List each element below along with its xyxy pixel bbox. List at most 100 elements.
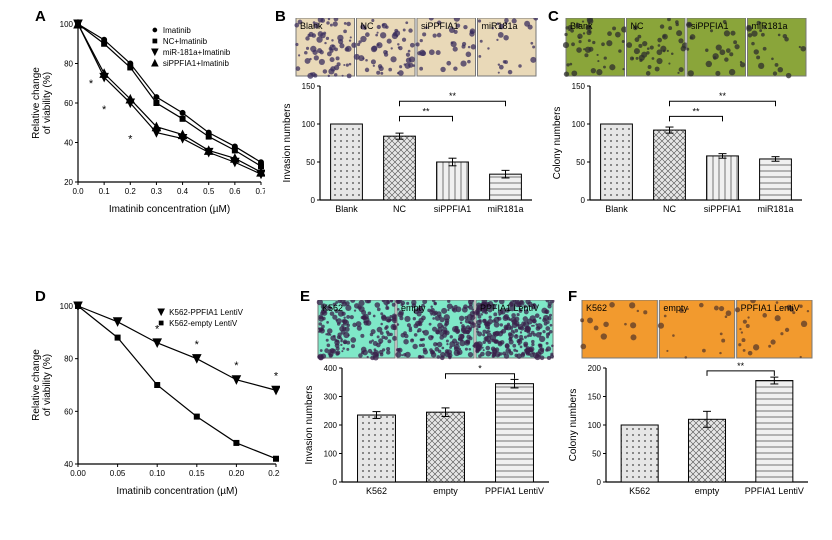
svg-text:0.20: 0.20 bbox=[229, 469, 245, 478]
svg-text:*: * bbox=[102, 104, 107, 116]
svg-text:**: ** bbox=[719, 91, 727, 101]
svg-text:PPFIA1 LentiV: PPFIA1 LentiV bbox=[480, 303, 539, 313]
svg-text:Invasion numbers: Invasion numbers bbox=[304, 386, 315, 465]
svg-text:K562: K562 bbox=[629, 486, 650, 496]
svg-text:80: 80 bbox=[64, 60, 73, 69]
svg-text:0.0: 0.0 bbox=[72, 187, 84, 196]
svg-text:*: * bbox=[478, 364, 482, 374]
svg-text:50: 50 bbox=[576, 158, 585, 167]
svg-text:300: 300 bbox=[324, 393, 338, 402]
svg-text:NC: NC bbox=[393, 204, 406, 214]
svg-text:PPFIA1 LentiV: PPFIA1 LentiV bbox=[485, 486, 544, 496]
svg-text:empty: empty bbox=[433, 486, 458, 496]
svg-text:**: ** bbox=[449, 91, 457, 101]
panel-f: K562 empty PPFIA1 LentiV 0 50 100 150 200 Colony… bbox=[564, 300, 814, 510]
svg-text:Blank: Blank bbox=[605, 204, 628, 214]
svg-text:0: 0 bbox=[311, 196, 316, 205]
svg-text:150: 150 bbox=[588, 393, 602, 402]
panel-e: K562emptyPPFIA1 LentiV0100200300400Invas… bbox=[300, 300, 555, 510]
svg-text:*: * bbox=[89, 78, 94, 90]
svg-text:100: 100 bbox=[588, 421, 602, 430]
svg-text:*: * bbox=[128, 134, 133, 146]
svg-text:0.3: 0.3 bbox=[151, 187, 163, 196]
svg-text:Blank: Blank bbox=[570, 21, 593, 31]
svg-text:0.1: 0.1 bbox=[99, 187, 111, 196]
svg-text:PPFIA1 LentiV: PPFIA1 LentiV bbox=[745, 486, 804, 496]
svg-text:0.5: 0.5 bbox=[203, 187, 215, 196]
svg-text:Invasion numbers: Invasion numbers bbox=[282, 104, 293, 183]
svg-text:*: * bbox=[274, 371, 279, 383]
svg-text:*: * bbox=[234, 360, 239, 372]
svg-text:0.05: 0.05 bbox=[110, 469, 126, 478]
svg-text:siPPFIA1: siPPFIA1 bbox=[691, 21, 729, 31]
svg-text:50: 50 bbox=[306, 158, 315, 167]
svg-text:K562-PPFIA1 LentiV: K562-PPFIA1 LentiV bbox=[169, 308, 243, 317]
svg-text:**: ** bbox=[692, 106, 700, 116]
svg-text:0.2: 0.2 bbox=[125, 187, 137, 196]
panel-d: 40 60 80 100 0.00 0.05 0.10 0.15 0.20 0.25 Relativ… bbox=[30, 300, 280, 500]
svg-text:**: ** bbox=[737, 361, 745, 371]
svg-text:siPPFIA1: siPPFIA1 bbox=[421, 21, 459, 31]
svg-text:K562: K562 bbox=[586, 303, 607, 313]
svg-text:empty: empty bbox=[695, 486, 720, 496]
svg-text:400: 400 bbox=[324, 364, 338, 373]
svg-text:150: 150 bbox=[572, 82, 586, 91]
svg-text:Imatinib concentration (µM): Imatinib concentration (µM) bbox=[109, 204, 230, 215]
svg-text:200: 200 bbox=[588, 364, 602, 373]
panel-a: 20 40 60 80 100 0.0 0.1 0.2 0.3 0.4 0.5 0.6 0.7 Relat… bbox=[30, 18, 265, 218]
svg-text:**: ** bbox=[422, 106, 430, 116]
svg-text:PPFIA1 LentiV: PPFIA1 LentiV bbox=[741, 303, 800, 313]
svg-text:100: 100 bbox=[302, 120, 316, 129]
svg-text:100: 100 bbox=[60, 302, 74, 311]
svg-text:0.25: 0.25 bbox=[268, 469, 280, 478]
svg-text:40: 40 bbox=[64, 460, 73, 469]
svg-text:K562: K562 bbox=[366, 486, 387, 496]
svg-text:60: 60 bbox=[64, 407, 73, 416]
svg-text:siPPFIA1: siPPFIA1 bbox=[704, 204, 742, 214]
svg-text:NC: NC bbox=[631, 21, 644, 31]
svg-text:Colony numbers: Colony numbers bbox=[552, 107, 563, 180]
svg-text:siPPFIA1: siPPFIA1 bbox=[434, 204, 472, 214]
svg-text:Colony numbers: Colony numbers bbox=[568, 389, 579, 462]
svg-text:80: 80 bbox=[64, 355, 73, 364]
svg-text:empty: empty bbox=[663, 303, 688, 313]
svg-text:0.6: 0.6 bbox=[229, 187, 241, 196]
svg-text:Relative changeof viability (%: Relative changeof viability (%) bbox=[31, 67, 53, 139]
svg-text:miR181a: miR181a bbox=[757, 204, 793, 214]
svg-text:miR181a: miR181a bbox=[487, 204, 523, 214]
svg-text:miR-181a+Imatinib: miR-181a+Imatinib bbox=[163, 48, 231, 57]
svg-text:K562: K562 bbox=[322, 303, 343, 313]
panel-c: Blank NC siPPFIA1 miR181a 0 50 100 150 Colony nu… bbox=[548, 18, 808, 228]
svg-text:0.00: 0.00 bbox=[70, 469, 86, 478]
svg-text:*: * bbox=[155, 323, 160, 335]
svg-text:0: 0 bbox=[581, 196, 586, 205]
svg-text:Imatinib concentration (µM): Imatinib concentration (µM) bbox=[116, 486, 237, 497]
svg-text:0.10: 0.10 bbox=[149, 469, 165, 478]
svg-text:Blank: Blank bbox=[300, 21, 323, 31]
svg-text:0.7: 0.7 bbox=[255, 187, 265, 196]
svg-text:empty: empty bbox=[401, 303, 426, 313]
svg-text:Relative changeof viability (%: Relative changeof viability (%) bbox=[31, 349, 53, 421]
svg-text:miR181a: miR181a bbox=[752, 21, 788, 31]
svg-text:50: 50 bbox=[592, 450, 601, 459]
svg-text:*: * bbox=[195, 339, 200, 351]
svg-text:Blank: Blank bbox=[335, 204, 358, 214]
svg-text:0: 0 bbox=[333, 478, 338, 487]
svg-text:40: 40 bbox=[64, 139, 73, 148]
svg-text:0: 0 bbox=[597, 478, 602, 487]
svg-text:miR181a: miR181a bbox=[482, 21, 518, 31]
svg-text:20: 20 bbox=[64, 178, 73, 187]
svg-text:0.15: 0.15 bbox=[189, 469, 205, 478]
panel-b: BlankNCsiPPFIA1miR181a050100150Invasion … bbox=[278, 18, 538, 228]
svg-text:100: 100 bbox=[572, 120, 586, 129]
svg-text:NC+Imatinib: NC+Imatinib bbox=[163, 37, 208, 46]
svg-text:100: 100 bbox=[60, 20, 74, 29]
svg-text:K562-empty LentiV: K562-empty LentiV bbox=[169, 319, 238, 328]
svg-text:Imatinib: Imatinib bbox=[163, 26, 192, 35]
svg-text:0.4: 0.4 bbox=[177, 187, 189, 196]
svg-text:NC: NC bbox=[361, 21, 374, 31]
svg-text:200: 200 bbox=[324, 421, 338, 430]
svg-text:60: 60 bbox=[64, 99, 73, 108]
svg-text:siPPFIA1+Imatinib: siPPFIA1+Imatinib bbox=[163, 59, 230, 68]
svg-text:NC: NC bbox=[663, 204, 676, 214]
